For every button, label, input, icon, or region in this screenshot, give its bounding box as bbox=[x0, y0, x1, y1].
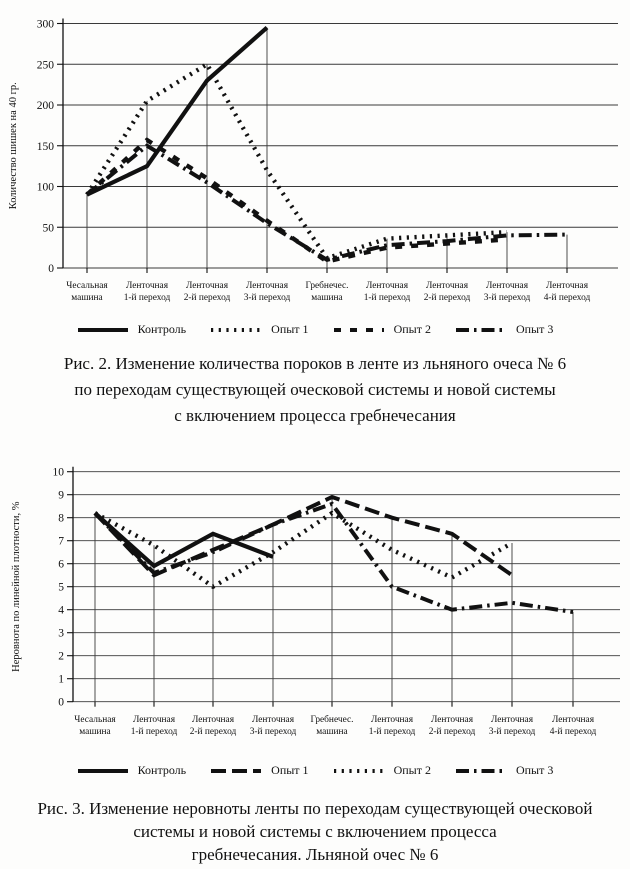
neps-chart-legend: Контроль Опыт 1 Опыт 2 Опыт 3 bbox=[0, 322, 630, 337]
x-category-label: машина bbox=[311, 293, 343, 303]
y-tick-label: 0 bbox=[58, 697, 64, 709]
series-line-опыт-3 bbox=[93, 501, 574, 614]
legend-item-контроль: Контроль bbox=[77, 763, 187, 778]
x-category-label: 2-й переход bbox=[424, 292, 471, 303]
y-tick-label: 2 bbox=[58, 651, 64, 663]
caption-line: с включением процесса гребнечесания bbox=[174, 406, 456, 425]
legend-line-sample-icon bbox=[77, 327, 128, 332]
x-category-label: Ленточная bbox=[371, 715, 414, 725]
x-category-label: Ленточная bbox=[426, 281, 469, 291]
series-line-контроль bbox=[86, 26, 269, 197]
y-tick-label: 8 bbox=[58, 513, 64, 525]
y-tick-label: 6 bbox=[58, 559, 64, 571]
legend-item-опыт-2: Опыт 2 bbox=[333, 763, 431, 778]
x-category-label: Ленточная bbox=[486, 281, 529, 291]
x-category-label: 3-й переход bbox=[484, 292, 531, 303]
figure-2-caption: Рис. 2. Изменение количества пороков в л… bbox=[0, 351, 630, 429]
y-tick-label: 300 bbox=[37, 19, 55, 31]
y-tick-label: 0 bbox=[48, 263, 54, 275]
caption-line: системы и новой системы с включением про… bbox=[133, 822, 497, 841]
figure-3-caption: Рис. 3. Изменение неровноты ленты по пер… bbox=[0, 797, 630, 866]
series-line-контроль bbox=[93, 511, 274, 569]
y-tick-label: 50 bbox=[43, 222, 55, 234]
legend-item-опыт-2: Опыт 2 bbox=[333, 322, 431, 337]
y-tick-label: 4 bbox=[58, 605, 64, 617]
caption-line: Рис. 3. Изменение неровноты ленты по пер… bbox=[37, 799, 593, 818]
x-category-label: Ленточная bbox=[491, 715, 534, 725]
legend-item-контроль: Контроль bbox=[77, 322, 187, 337]
series-line-опыт-3 bbox=[85, 143, 568, 262]
y-tick-label: 1 bbox=[58, 674, 64, 686]
legend-item-опыт-1: Опыт 1 bbox=[210, 322, 309, 337]
y-tick-label: 7 bbox=[58, 536, 64, 548]
x-category-label: Ленточная bbox=[366, 281, 409, 291]
unevenness-line-chart: 012345678910ЧесальнаямашинаЛенточная1-й … bbox=[11, 466, 620, 737]
legend-label: Опыт 2 bbox=[393, 322, 431, 336]
x-category-label: 3-й переход bbox=[489, 726, 536, 737]
y-tick-label: 100 bbox=[37, 182, 55, 194]
legend-item-опыт-3: Опыт 3 bbox=[455, 322, 553, 337]
x-category-label: 2-й переход bbox=[190, 726, 237, 737]
unevenness-chart-legend: Контроль Опыт 1 Опыт 2 Опыт 3 bbox=[0, 763, 630, 778]
legend-line-sample-icon bbox=[455, 768, 506, 773]
legend-item-опыт-1: Опыт 1 bbox=[210, 763, 309, 778]
x-category-label: машина bbox=[71, 293, 103, 303]
y-tick-label: 9 bbox=[58, 490, 64, 502]
neps-count-line-chart: 0 50 100 150 200 250 300 Чесальная машина Ленточн… bbox=[8, 18, 618, 303]
x-category-label: Гребнечес. bbox=[305, 280, 348, 291]
legend-label: Опыт 3 bbox=[515, 763, 554, 777]
legend-label: Опыт 3 bbox=[515, 322, 554, 336]
x-category-label: 4-й переход bbox=[544, 292, 591, 303]
x-category-label: 4-й переход bbox=[550, 726, 597, 737]
y-tick-label: 250 bbox=[37, 59, 55, 71]
legend-item-опыт-3: Опыт 3 bbox=[455, 763, 553, 778]
x-category-label: Ленточная bbox=[552, 715, 595, 725]
x-category-label: 1-й переход bbox=[124, 292, 171, 303]
x-category-label: Ленточная bbox=[546, 281, 589, 291]
y-axis-title: Количество шишек на 40 гр. bbox=[8, 82, 19, 209]
x-category-label: 1-й переход bbox=[369, 726, 416, 737]
x-category-label: 1-й переход bbox=[131, 726, 178, 737]
legend-label: Опыт 2 bbox=[393, 763, 431, 777]
x-category-label: машина bbox=[79, 727, 111, 737]
caption-line: гребнечесания. Льняной очес № 6 bbox=[191, 845, 439, 864]
x-category-label: Гребнечес. bbox=[310, 714, 353, 725]
legend-line-sample-icon bbox=[77, 768, 128, 773]
x-category-label: Ленточная bbox=[192, 715, 235, 725]
y-tick-label: 150 bbox=[37, 141, 55, 153]
legend-label: Контроль bbox=[137, 763, 187, 777]
y-tick-label: 3 bbox=[58, 628, 64, 640]
legend-label: Опыт 1 bbox=[271, 322, 309, 336]
caption-line: Рис. 2. Изменение количества пороков в л… bbox=[63, 354, 567, 373]
y-tick-label: 200 bbox=[37, 100, 55, 112]
x-category-label: Чесальная bbox=[74, 715, 116, 725]
x-category-label: Ленточная bbox=[126, 281, 169, 291]
series-line-опыт-1 bbox=[93, 494, 514, 578]
x-category-label: машина bbox=[316, 727, 348, 737]
legend-label: Контроль bbox=[137, 322, 187, 336]
x-category-label: 3-й переход bbox=[250, 726, 297, 737]
y-tick-label: 5 bbox=[58, 582, 64, 594]
legend-line-sample-icon bbox=[211, 327, 262, 332]
x-category-label: 1-й переход bbox=[364, 292, 411, 303]
x-category-label: 3-й переход bbox=[244, 292, 291, 303]
caption-line: по переходам существующей оческовой сист… bbox=[74, 380, 556, 399]
x-category-label: 2-й переход bbox=[184, 292, 231, 303]
x-category-label: Ленточная bbox=[252, 715, 295, 725]
x-category-label: Чесальная bbox=[66, 281, 108, 291]
legend-line-sample-icon bbox=[455, 327, 506, 332]
legend-label: Опыт 1 bbox=[271, 763, 309, 777]
legend-line-sample-icon bbox=[211, 768, 262, 773]
y-tick-label: 10 bbox=[53, 467, 65, 479]
legend-line-sample-icon bbox=[333, 327, 384, 332]
y-axis-title: Неровнота по линейной плотности, % bbox=[11, 501, 22, 672]
x-category-label: 2-й переход bbox=[429, 726, 476, 737]
x-category-label: Ленточная bbox=[246, 281, 289, 291]
x-category-label: Ленточная bbox=[133, 715, 176, 725]
x-category-label: Ленточная bbox=[431, 715, 474, 725]
x-category-label: Ленточная bbox=[186, 281, 229, 291]
legend-line-sample-icon bbox=[333, 768, 384, 773]
